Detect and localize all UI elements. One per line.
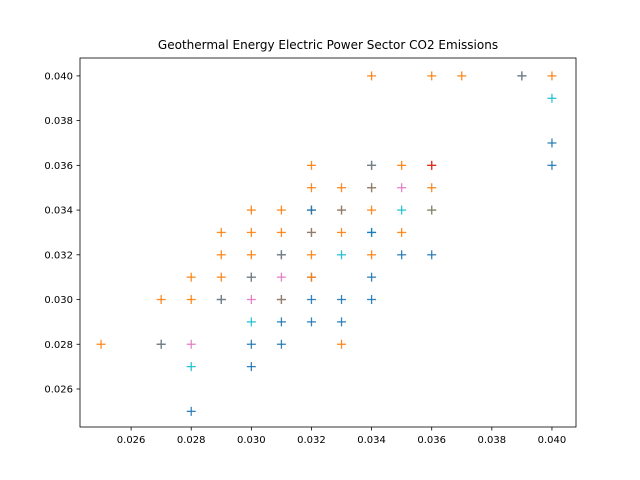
data-point [397,250,407,260]
data-point [427,205,437,215]
data-point [246,362,256,372]
x-tick-label: 0.026 [117,435,146,446]
x-tick-label: 0.036 [417,435,446,446]
data-point [216,227,226,237]
data-point [547,71,557,81]
data-point [276,295,286,305]
y-tick-label: 0.030 [44,295,73,306]
x-axis-ticks: 0.026 0.028 0.030 0.032 0.034 0.036 0.038 0.040 [117,427,566,446]
data-point [246,272,256,282]
data-point [337,227,347,237]
data-point [397,205,407,215]
data-point [216,272,226,282]
data-point [276,227,286,237]
data-point [306,160,316,170]
data-point [337,205,347,215]
plot-area-frame [79,57,577,428]
data-point [547,160,557,170]
y-axis-ticks: 0.026 0.028 0.030 0.032 0.034 0.036 0.038 0.040 [44,71,80,396]
data-point [306,250,316,260]
points-layer [96,71,557,416]
data-point [457,71,467,81]
y-tick-label: 0.040 [44,71,73,82]
x-tick-label: 0.030 [237,435,266,446]
x-tick-label: 0.028 [177,435,206,446]
data-point [306,205,316,215]
data-point [156,339,166,349]
data-point [367,227,377,237]
data-point [276,250,286,260]
chart-title: Geothermal Energy Electric Power Sector … [158,38,498,52]
data-point [246,250,256,260]
x-tick-label: 0.038 [478,435,507,446]
y-tick-label: 0.036 [44,161,73,172]
data-point [427,71,437,81]
data-point [367,295,377,305]
data-point [306,295,316,305]
data-point [306,227,316,237]
data-point [246,317,256,327]
data-point [246,205,256,215]
data-point [397,227,407,237]
data-point [216,250,226,260]
data-point [547,93,557,103]
data-point [337,183,347,193]
data-point [246,227,256,237]
data-point [367,272,377,282]
data-point [337,295,347,305]
y-tick-label: 0.038 [44,116,73,127]
data-point [96,339,106,349]
data-point [246,295,256,305]
data-point [186,272,196,282]
x-tick-label: 0.034 [357,435,386,446]
data-point [397,160,407,170]
data-point [367,250,377,260]
data-point [276,339,286,349]
y-tick-label: 0.026 [44,385,73,396]
data-point [276,317,286,327]
data-point [337,250,347,260]
data-point [547,138,557,148]
data-point [367,160,377,170]
data-point [397,183,407,193]
data-point [186,295,196,305]
data-point [427,250,437,260]
data-point [517,71,527,81]
data-point [216,295,226,305]
data-point [246,339,256,349]
data-point [427,160,437,170]
data-point [427,183,437,193]
data-point [306,317,316,327]
y-tick-label: 0.034 [44,206,73,217]
data-point [186,362,196,372]
data-point [306,183,316,193]
x-tick-label: 0.040 [538,435,567,446]
y-tick-label: 0.028 [44,340,73,351]
data-point [186,406,196,416]
data-point [367,183,377,193]
data-point [337,339,347,349]
x-tick-label: 0.032 [297,435,326,446]
data-point [186,339,196,349]
y-tick-label: 0.032 [44,250,73,261]
data-point [306,272,316,282]
data-point [276,205,286,215]
data-point [337,317,347,327]
data-point [367,71,377,81]
data-point [367,205,377,215]
data-point [276,272,286,282]
data-point [156,295,166,305]
